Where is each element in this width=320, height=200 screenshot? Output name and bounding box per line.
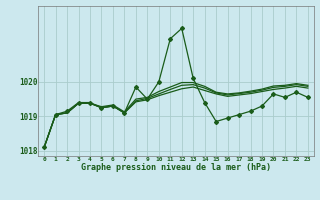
X-axis label: Graphe pression niveau de la mer (hPa): Graphe pression niveau de la mer (hPa) <box>81 163 271 172</box>
